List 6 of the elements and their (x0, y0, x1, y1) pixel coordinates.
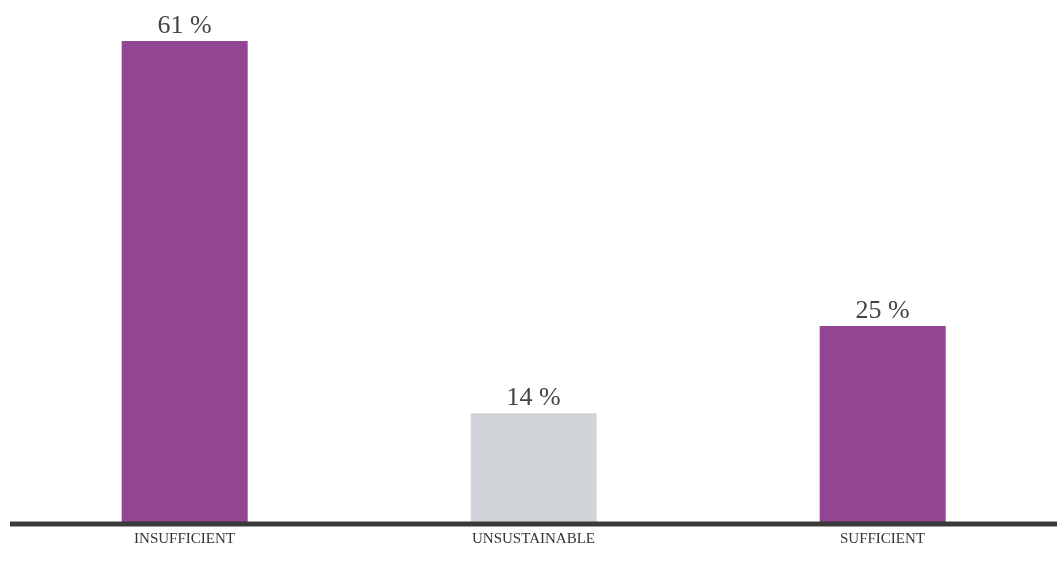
x-tick-label: UNSUSTAINABLE (472, 529, 595, 546)
data-label: 25 % (855, 295, 910, 325)
x-tick-label: SUFFICIENT (839, 529, 926, 546)
data-label: 14 % (506, 382, 561, 412)
x-tick-label: INSUFFICIENT (134, 529, 235, 546)
data-label: 61 % (157, 10, 212, 39)
